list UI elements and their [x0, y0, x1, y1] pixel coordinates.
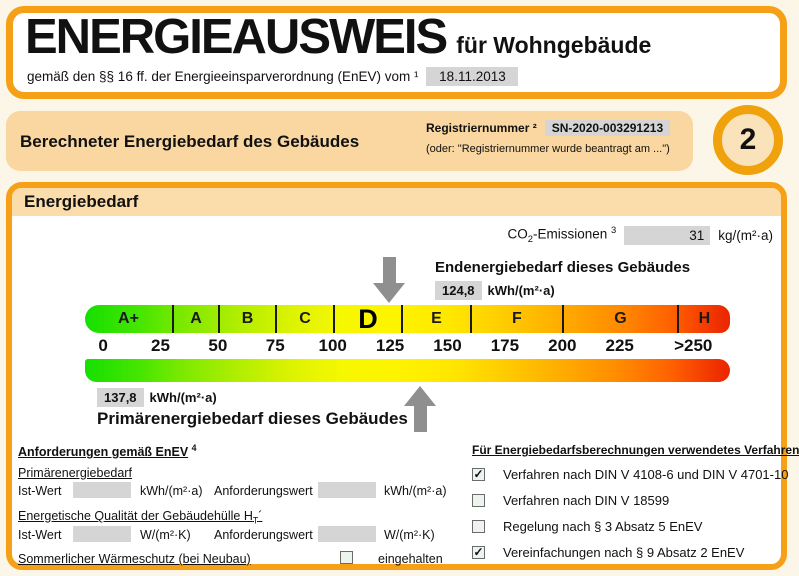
requirements-heading: Anforderungen gemäß EnEV 4 [18, 443, 197, 460]
scale-class-e: E [400, 305, 470, 333]
energiebedarf-title: Energiebedarf [24, 192, 139, 211]
endenergie-unit: kWh/(m²·a) [487, 283, 555, 298]
hull-anforderungswert-field[interactable] [318, 526, 376, 542]
verfahren-checkbox-din-4108[interactable]: ✓ [472, 467, 485, 481]
title-row: ENERGIEAUSWEIS für Wohngebäude [25, 9, 651, 65]
hull-quality-heading: Energetische Qualität der Gebäudehülle H… [18, 509, 263, 526]
energy-class-bar: A+ A B C D E F G H [85, 304, 730, 334]
verfahren-checkbox-din-18599[interactable] [472, 494, 485, 507]
scale-class-g: G [561, 305, 677, 333]
verfahren-heading: Für Energiebedarfsberechnungen verwendet… [472, 443, 799, 457]
co2-emissions-unit: kg/(m²·a) [718, 227, 773, 243]
scale-tick: 225 [605, 336, 634, 355]
primaer-ist-wert-field[interactable] [73, 482, 131, 498]
section-title: Berechneter Energiebedarf des Gebäudes [20, 132, 360, 151]
summer-heat-protection-heading: Sommerlicher Wärmeschutz (bei Neubau) [18, 552, 251, 566]
scale-tick-strip: 0 25 50 75 100 125 150 175 200 225 >250 [85, 333, 730, 359]
verfahren-item-label: Vereinfachungen nach § 9 Absatz 2 EnEV [503, 545, 745, 560]
verfahren-item-label: Verfahren nach DIN V 18599 [503, 493, 670, 508]
verfahren-item: Verfahren nach DIN V 18599 [472, 493, 669, 508]
regulation-row: gemäß den §§ 16 ff. der Energieeinsparve… [27, 67, 519, 86]
registration-number-field[interactable]: SN-2020-003291213 [544, 120, 671, 136]
endenergie-label: Endenergiebedarf dieses Gebäudes [435, 259, 691, 276]
anforderungswert-label: Anforderungswert [214, 528, 313, 542]
endenergie-value-field[interactable]: 124,8 [435, 281, 482, 300]
page-number-badge: 2 [713, 105, 783, 175]
hull-ist-wert-field[interactable] [73, 526, 131, 542]
energiebedarf-section-header: Energiebedarf [12, 188, 781, 216]
eingehalten-label: eingehalten [378, 552, 443, 566]
scale-class-b: B [217, 305, 275, 333]
scale-class-a: A [172, 305, 218, 333]
enev-date-field[interactable]: 18.11.2013 [426, 67, 519, 86]
scale-tick: 50 [208, 336, 228, 355]
primaer-anforderung-unit: kWh/(m²·a) [384, 484, 447, 498]
scale-class-c: C [275, 305, 333, 333]
scale-tick: 175 [490, 336, 520, 355]
scale-class-f: F [469, 305, 562, 333]
verfahren-item-label: Regelung nach § 3 Absatz 5 EnEV [503, 519, 703, 534]
verfahren-item: Regelung nach § 3 Absatz 5 EnEV [472, 519, 702, 534]
ist-wert-label: Ist-Wert [18, 484, 62, 498]
anforderungswert-label: Anforderungswert [214, 484, 313, 498]
verfahren-checkbox-regelung[interactable] [472, 520, 485, 533]
energiebedarf-box: Energiebedarf CO2-Emissionen 3 31 kg/(m²… [6, 182, 799, 570]
verfahren-block: Für Energiebedarfsberechnungen verwendet… [472, 443, 799, 560]
co2-emissions-label: CO2-Emissionen 3 [507, 225, 617, 246]
endenergie-value-row: 124,8 kWh/(m²·a) [435, 281, 555, 300]
verfahren-item: ✓ Vereinfachungen nach § 9 Absatz 2 EnEV [472, 545, 744, 560]
page-number: 2 [739, 123, 757, 156]
registration-block: Registriernummer ² SN-2020-003291213 (od… [426, 120, 671, 155]
primaer-value-row: 137,8 kWh/(m²·a) [97, 388, 217, 407]
scale-class-a-plus: A+ [118, 310, 139, 327]
scale-class-h: H [676, 305, 730, 333]
primaerenergiebedarf-heading: Primärenergiebedarf [18, 466, 132, 480]
eingehalten-checkbox[interactable] [340, 551, 353, 564]
page-title-suffix: für Wohngebäude [456, 32, 652, 58]
hull-anforderung-unit: W/(m²·K) [384, 528, 435, 542]
primaer-value-field[interactable]: 137,8 [97, 388, 144, 407]
verfahren-item: ✓ Verfahren nach DIN V 4108-6 und DIN V … [472, 467, 788, 482]
scale-tick: 150 [433, 336, 462, 355]
primaer-ist-unit: kWh/(m²·a) [140, 484, 203, 498]
primary-energy-bar [85, 359, 730, 382]
co2-emissions-field[interactable]: 31 [624, 225, 711, 245]
scale-tick: 25 [150, 336, 170, 355]
co2-emissions-row: CO2-Emissionen 3 31 kg/(m²·a) [507, 225, 773, 245]
primaer-unit: kWh/(m²·a) [149, 390, 217, 405]
primaer-label: Primärenergiebedarf dieses Gebäudes [97, 409, 408, 428]
scale-tick: >250 [674, 336, 713, 355]
scale-tick: 0 [98, 336, 108, 355]
ist-wert-label: Ist-Wert [18, 528, 62, 542]
registration-number-label: Registriernummer ² [426, 121, 537, 135]
scale-tick: 125 [375, 336, 405, 355]
scale-class-d-current: D [332, 304, 401, 334]
page-title: ENERGIEAUSWEIS [25, 10, 448, 64]
primaer-pointer-arrow-icon [404, 386, 437, 432]
hull-ist-unit: W/(m²·K) [140, 528, 191, 542]
verfahren-checkbox-vereinfachungen[interactable]: ✓ [472, 545, 485, 559]
scale-tick: 75 [265, 336, 285, 355]
header-box: ENERGIEAUSWEIS für Wohngebäude gemäß den… [6, 6, 787, 99]
regulation-line: gemäß den §§ 16 ff. der Energieeinsparve… [27, 69, 419, 84]
scale-tick: 200 [548, 336, 577, 355]
section-band: Berechneter Energiebedarf des Gebäudes R… [6, 111, 693, 171]
registration-note: (oder: "Registriernummer wurde beantragt… [426, 143, 670, 155]
energy-scale: A+ A B C D E F G H 0 25 50 75 100 125 15… [85, 304, 730, 382]
verfahren-item-label: Verfahren nach DIN V 4108-6 und DIN V 47… [503, 467, 789, 482]
endenergie-pointer-arrow-icon [373, 257, 406, 303]
primaer-anforderungswert-field[interactable] [318, 482, 376, 498]
scale-tick: 100 [318, 336, 347, 355]
